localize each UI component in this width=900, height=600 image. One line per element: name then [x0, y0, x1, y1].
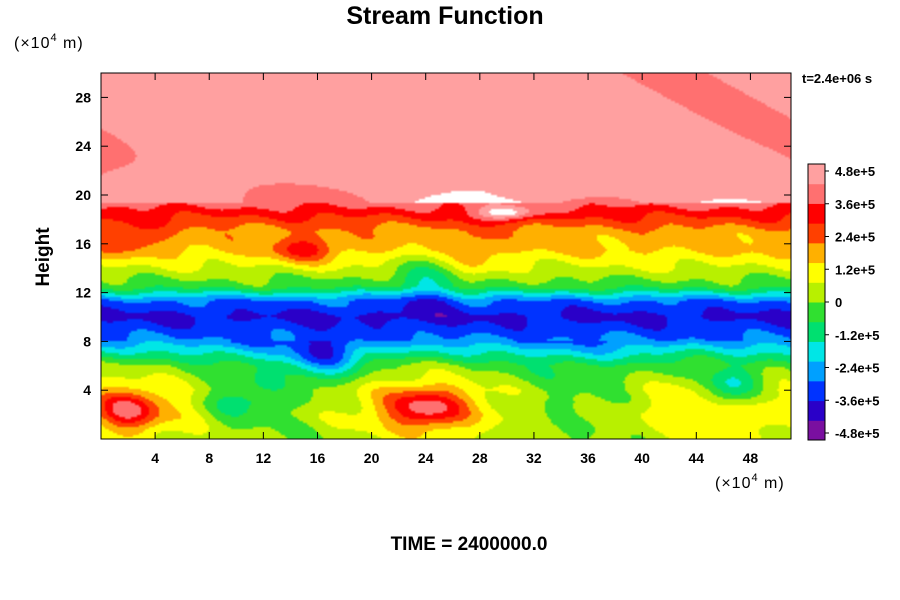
y-tick-label: 12 — [75, 285, 91, 301]
colorbar-band — [808, 400, 825, 421]
colorbar-label: -4.8e+5 — [835, 426, 879, 441]
colorbar-label: 3.6e+5 — [835, 197, 875, 212]
colorbar-band — [808, 361, 825, 382]
y-tick-label: 20 — [75, 187, 91, 203]
heatmap-field — [101, 73, 791, 439]
colorbar-label: -2.4e+5 — [835, 361, 879, 376]
colorbar-band — [808, 262, 825, 283]
colorbar-label: -1.2e+5 — [835, 328, 879, 343]
colorbar-label: 1.2e+5 — [835, 262, 875, 277]
x-tick-label: 16 — [310, 450, 326, 466]
x-tick-label: 12 — [256, 450, 272, 466]
y-tick-label: 16 — [75, 236, 91, 252]
time-footer: TIME = 2400000.0 — [391, 534, 548, 555]
y-axis: 4 8 12 16 20 24 28 — [75, 89, 791, 398]
x-tick-label: 20 — [364, 450, 380, 466]
y-tick-label: 8 — [83, 333, 91, 349]
x-tick-label: 44 — [689, 450, 705, 466]
colorbar-band — [808, 420, 825, 441]
colorbar-band — [808, 223, 825, 244]
y-axis-label: Height — [33, 227, 54, 287]
colorbar-band — [808, 380, 825, 402]
colorbar-band — [808, 203, 825, 224]
x-tick-label: 40 — [634, 450, 650, 466]
x-tick-label: 24 — [418, 450, 434, 466]
y-tick-label: 28 — [75, 89, 91, 105]
colorbar-band — [808, 321, 825, 342]
colorbar-label: 0 — [835, 295, 842, 310]
x-tick-label: 48 — [743, 450, 759, 466]
y-unit-label: (×104 m) — [14, 32, 84, 52]
x-unit-label: (×104 m) — [715, 472, 785, 492]
x-tick-label: 28 — [472, 450, 488, 466]
plot-area — [100, 72, 792, 440]
x-tick-label: 36 — [580, 450, 596, 466]
colorbar-label: 2.4e+5 — [835, 230, 875, 245]
colorbar-band — [808, 282, 825, 303]
plot-frame — [100, 72, 792, 440]
colorbar-band — [808, 183, 825, 204]
svg-text:(×104 m): (×104 m) — [14, 32, 84, 52]
colorbar-label: -3.6e+5 — [835, 393, 879, 408]
colorbar-label: 4.8e+5 — [835, 164, 875, 179]
colorbar-band — [808, 242, 825, 264]
x-tick-label: 8 — [205, 450, 213, 466]
colorbar-band — [808, 341, 825, 362]
x-axis: 4 8 12 16 20 24 28 32 36 40 44 48 — [151, 73, 758, 466]
y-tick-label: 4 — [83, 382, 91, 398]
y-tick-label: 24 — [75, 138, 91, 154]
colorbar-band — [808, 302, 825, 323]
colorbar-band — [808, 164, 825, 185]
time-annotation: t=2.4e+06 s — [802, 71, 872, 86]
chart-title: Stream Function — [346, 2, 543, 30]
colorbar: 4.8e+5 3.6e+5 2.4e+5 1.2e+5 0 -1.2e+5 -2.4e+5 -… — [807, 163, 879, 441]
svg-text:(×104 m): (×104 m) — [715, 472, 785, 492]
x-tick-label: 32 — [526, 450, 542, 466]
x-tick-label: 4 — [151, 450, 159, 466]
